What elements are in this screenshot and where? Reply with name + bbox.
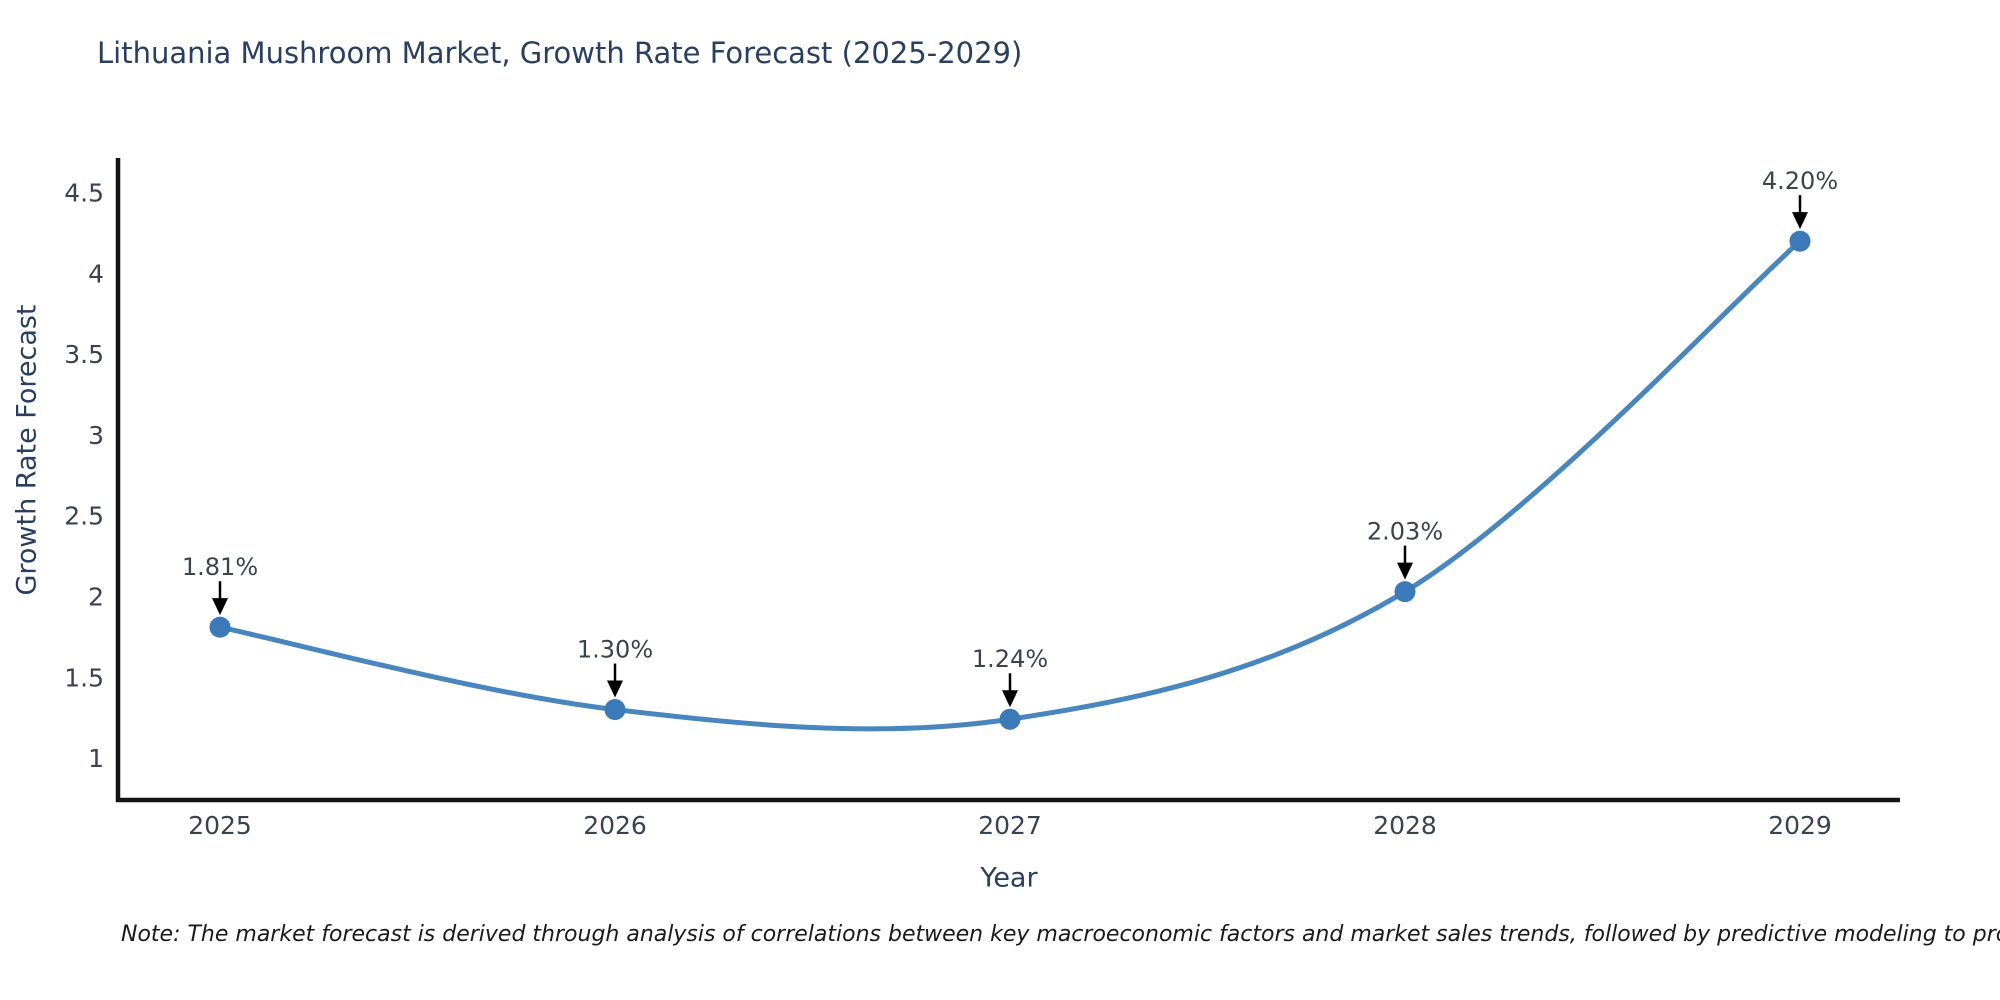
annotation-arrow-head bbox=[1397, 562, 1413, 580]
y-tick-label: 3.5 bbox=[64, 340, 104, 369]
data-point-2028 bbox=[1394, 581, 1416, 603]
annotation-arrow-head bbox=[607, 680, 623, 698]
data-point-2025 bbox=[209, 616, 231, 638]
x-tick-label: 2029 bbox=[1768, 811, 1832, 840]
growth-curve bbox=[219, 239, 1802, 732]
y-tick-label: 2.5 bbox=[64, 502, 104, 531]
x-tick-label: 2025 bbox=[188, 811, 252, 840]
chart-footnote: Note: The market forecast is derived thr… bbox=[121, 922, 2000, 947]
y-tick-label: 1.5 bbox=[64, 663, 104, 692]
data-point-2026 bbox=[604, 699, 626, 721]
x-axis-title: Year bbox=[980, 862, 1038, 894]
annotation-arrow-head bbox=[1792, 212, 1808, 230]
x-tick-label: 2026 bbox=[583, 811, 647, 840]
y-tick-label: 4 bbox=[88, 259, 104, 288]
annotation-arrow-head bbox=[212, 598, 228, 616]
point-annotation: 4.20% bbox=[1762, 167, 1838, 195]
x-tick-label: 2028 bbox=[1373, 811, 1437, 840]
y-tick-label: 3 bbox=[88, 421, 104, 450]
point-annotation: 2.03% bbox=[1367, 518, 1443, 546]
x-tick-label: 2027 bbox=[978, 811, 1042, 840]
annotation-arrow-head bbox=[1002, 690, 1018, 708]
data-point-2027 bbox=[999, 708, 1021, 730]
y-tick-label: 4.5 bbox=[64, 179, 104, 208]
point-annotation: 1.81% bbox=[182, 553, 258, 581]
point-annotation: 1.30% bbox=[577, 636, 653, 664]
point-annotation: 1.24% bbox=[972, 645, 1048, 673]
y-tick-label: 1 bbox=[88, 744, 104, 773]
y-tick-label: 2 bbox=[88, 582, 104, 611]
chart-title: Lithuania Mushroom Market, Growth Rate F… bbox=[97, 36, 1023, 70]
data-point-2029 bbox=[1789, 230, 1811, 252]
